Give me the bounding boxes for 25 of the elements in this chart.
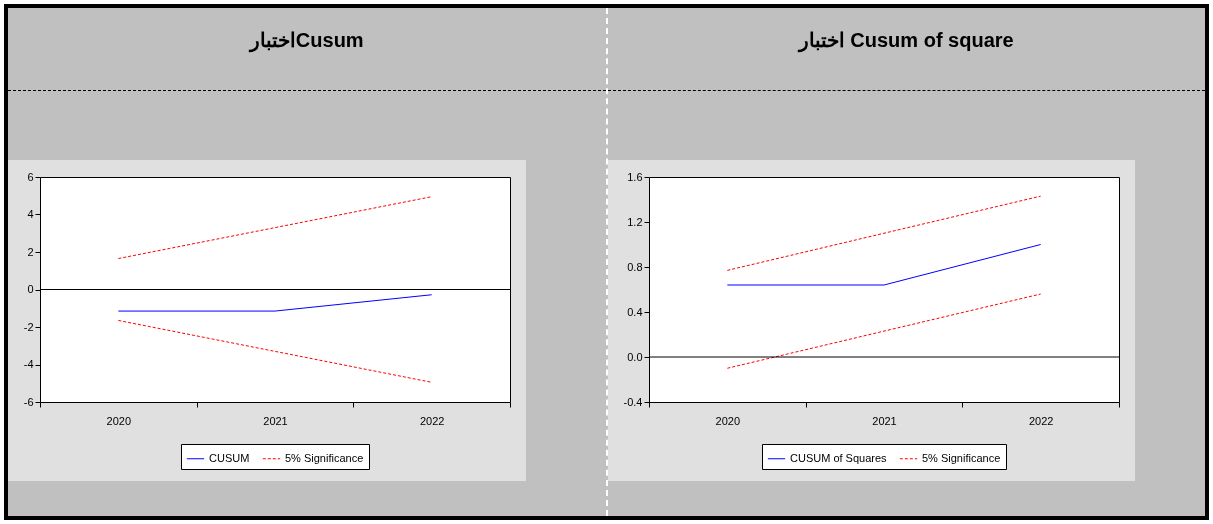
legend-label: 5% Significance [921, 451, 1000, 464]
y-tick-label: -4 [23, 358, 34, 370]
x-tick-label: 2022 [1028, 414, 1053, 427]
x-tick-label: 2021 [871, 414, 897, 427]
y-tick-label: 6 [27, 170, 34, 183]
chart-title: اختبارCusum [247, 28, 365, 52]
y-tick-label: 4 [27, 208, 34, 220]
legend-label: CUSUM [209, 451, 250, 464]
legend-label: CUSUM of Squares [789, 451, 887, 464]
y-tick-label: 2 [27, 245, 34, 258]
legend-label: 5% Significance [285, 451, 364, 464]
y-tick-label: -2 [23, 320, 34, 333]
y-tick-label: -6 [23, 395, 34, 408]
y-tick-label: 0 [27, 283, 34, 295]
x-tick-label: 2021 [263, 414, 288, 427]
chart-title: اختبار Cusum of square [796, 28, 1015, 52]
x-tick-label: 2020 [106, 414, 132, 427]
y-tick-label: 1.6 [626, 170, 642, 183]
y-tick-label: 0.8 [626, 260, 642, 273]
y-tick-label: 0.0 [626, 350, 642, 363]
y-tick-label: 0.4 [626, 305, 642, 318]
y-tick-label: -0.4 [623, 395, 642, 408]
x-tick-label: 2022 [419, 414, 445, 427]
x-tick-label: 2020 [715, 414, 740, 427]
y-tick-label: 1.2 [626, 215, 642, 228]
